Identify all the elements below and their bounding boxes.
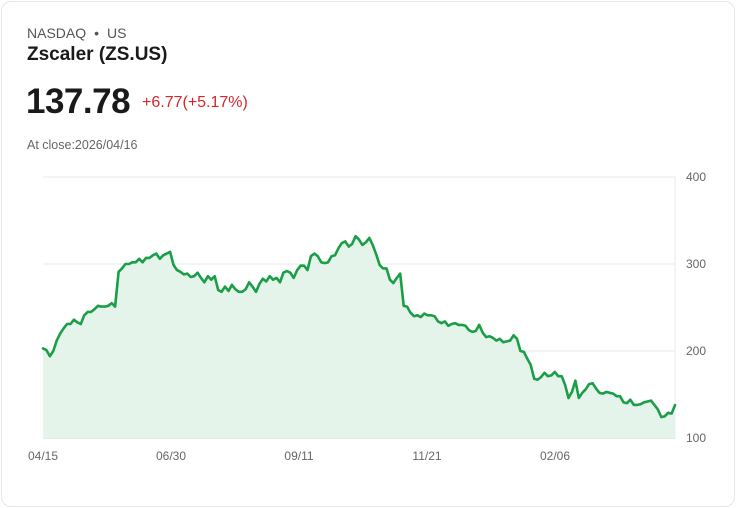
price-line [41,234,677,419]
x-tick-label: 09/11 [284,449,313,463]
y-tick-label: 300 [686,257,706,271]
x-tick-label: 06/30 [156,449,186,463]
y-tick-label: 400 [686,170,706,184]
exchange-name: NASDAQ [27,25,87,41]
separator-dot: • [94,25,100,41]
x-tick-label: 02/06 [540,449,570,463]
x-tick-label: 04/15 [28,449,58,463]
stock-name: Zscaler (ZS.US) [27,44,168,65]
region: US [107,25,127,41]
stock-price: 137.78 [26,82,131,121]
exchange-line: NASDAQ • US [27,25,126,41]
y-tick-label: 200 [686,344,706,358]
close-date: At close:2026/04/16 [27,138,138,152]
price-area [43,236,675,438]
x-tick-label: 11/21 [412,449,441,463]
y-tick-label: 100 [686,431,706,445]
price-change: +6.77(+5.17%) [142,94,248,111]
